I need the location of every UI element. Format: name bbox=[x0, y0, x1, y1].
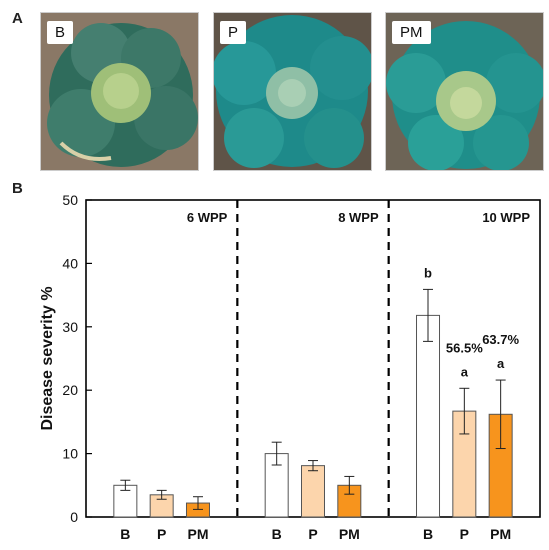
cabbage-b-image bbox=[41, 13, 198, 170]
x-tick-label: B bbox=[272, 526, 282, 542]
disease-severity-chart: 0 10 20 30 40 50 Disease severity % 6 WPP B P PM 8 … bbox=[0, 180, 549, 550]
x-tick-label: PM bbox=[490, 526, 511, 542]
significance-letter: a bbox=[497, 356, 505, 371]
panel-b-label: B bbox=[12, 180, 23, 197]
bar bbox=[416, 314, 441, 518]
y-tick-label: 10 bbox=[62, 446, 78, 462]
x-tick-label: PM bbox=[187, 526, 208, 542]
cabbage-p-image bbox=[214, 13, 371, 170]
percent-label: 63.7% bbox=[482, 332, 519, 347]
y-tick-label: 20 bbox=[62, 382, 78, 398]
panel-a-label: A bbox=[12, 10, 23, 27]
group-title: 10 WPP bbox=[482, 210, 530, 225]
x-tick-label: PM bbox=[339, 526, 360, 542]
y-tick-label: 40 bbox=[62, 255, 78, 271]
group-title: 6 WPP bbox=[187, 210, 228, 225]
cabbage-photo-b: B bbox=[40, 12, 199, 171]
y-tick-label: 50 bbox=[62, 192, 78, 208]
x-tick-label: P bbox=[460, 526, 469, 542]
x-tick-label: P bbox=[308, 526, 317, 542]
photo-label-b: B bbox=[47, 21, 74, 44]
cabbage-photo-p: P bbox=[213, 12, 372, 171]
y-axis-label: Disease severity % bbox=[39, 286, 56, 430]
x-tick-label: P bbox=[157, 526, 166, 542]
group-title: 8 WPP bbox=[338, 210, 379, 225]
x-tick-label: B bbox=[423, 526, 433, 542]
photo-label-pm: PM bbox=[392, 21, 431, 44]
y-tick-label: 30 bbox=[62, 319, 78, 335]
y-tick-label: 0 bbox=[70, 509, 78, 525]
photo-label-p: P bbox=[220, 21, 247, 44]
cabbage-photo-pm: PM bbox=[385, 12, 544, 171]
significance-letter: b bbox=[424, 265, 432, 280]
x-tick-label: B bbox=[120, 526, 130, 542]
percent-label: 56.5% bbox=[446, 340, 483, 355]
bar bbox=[301, 465, 325, 518]
significance-letter: a bbox=[461, 364, 469, 379]
